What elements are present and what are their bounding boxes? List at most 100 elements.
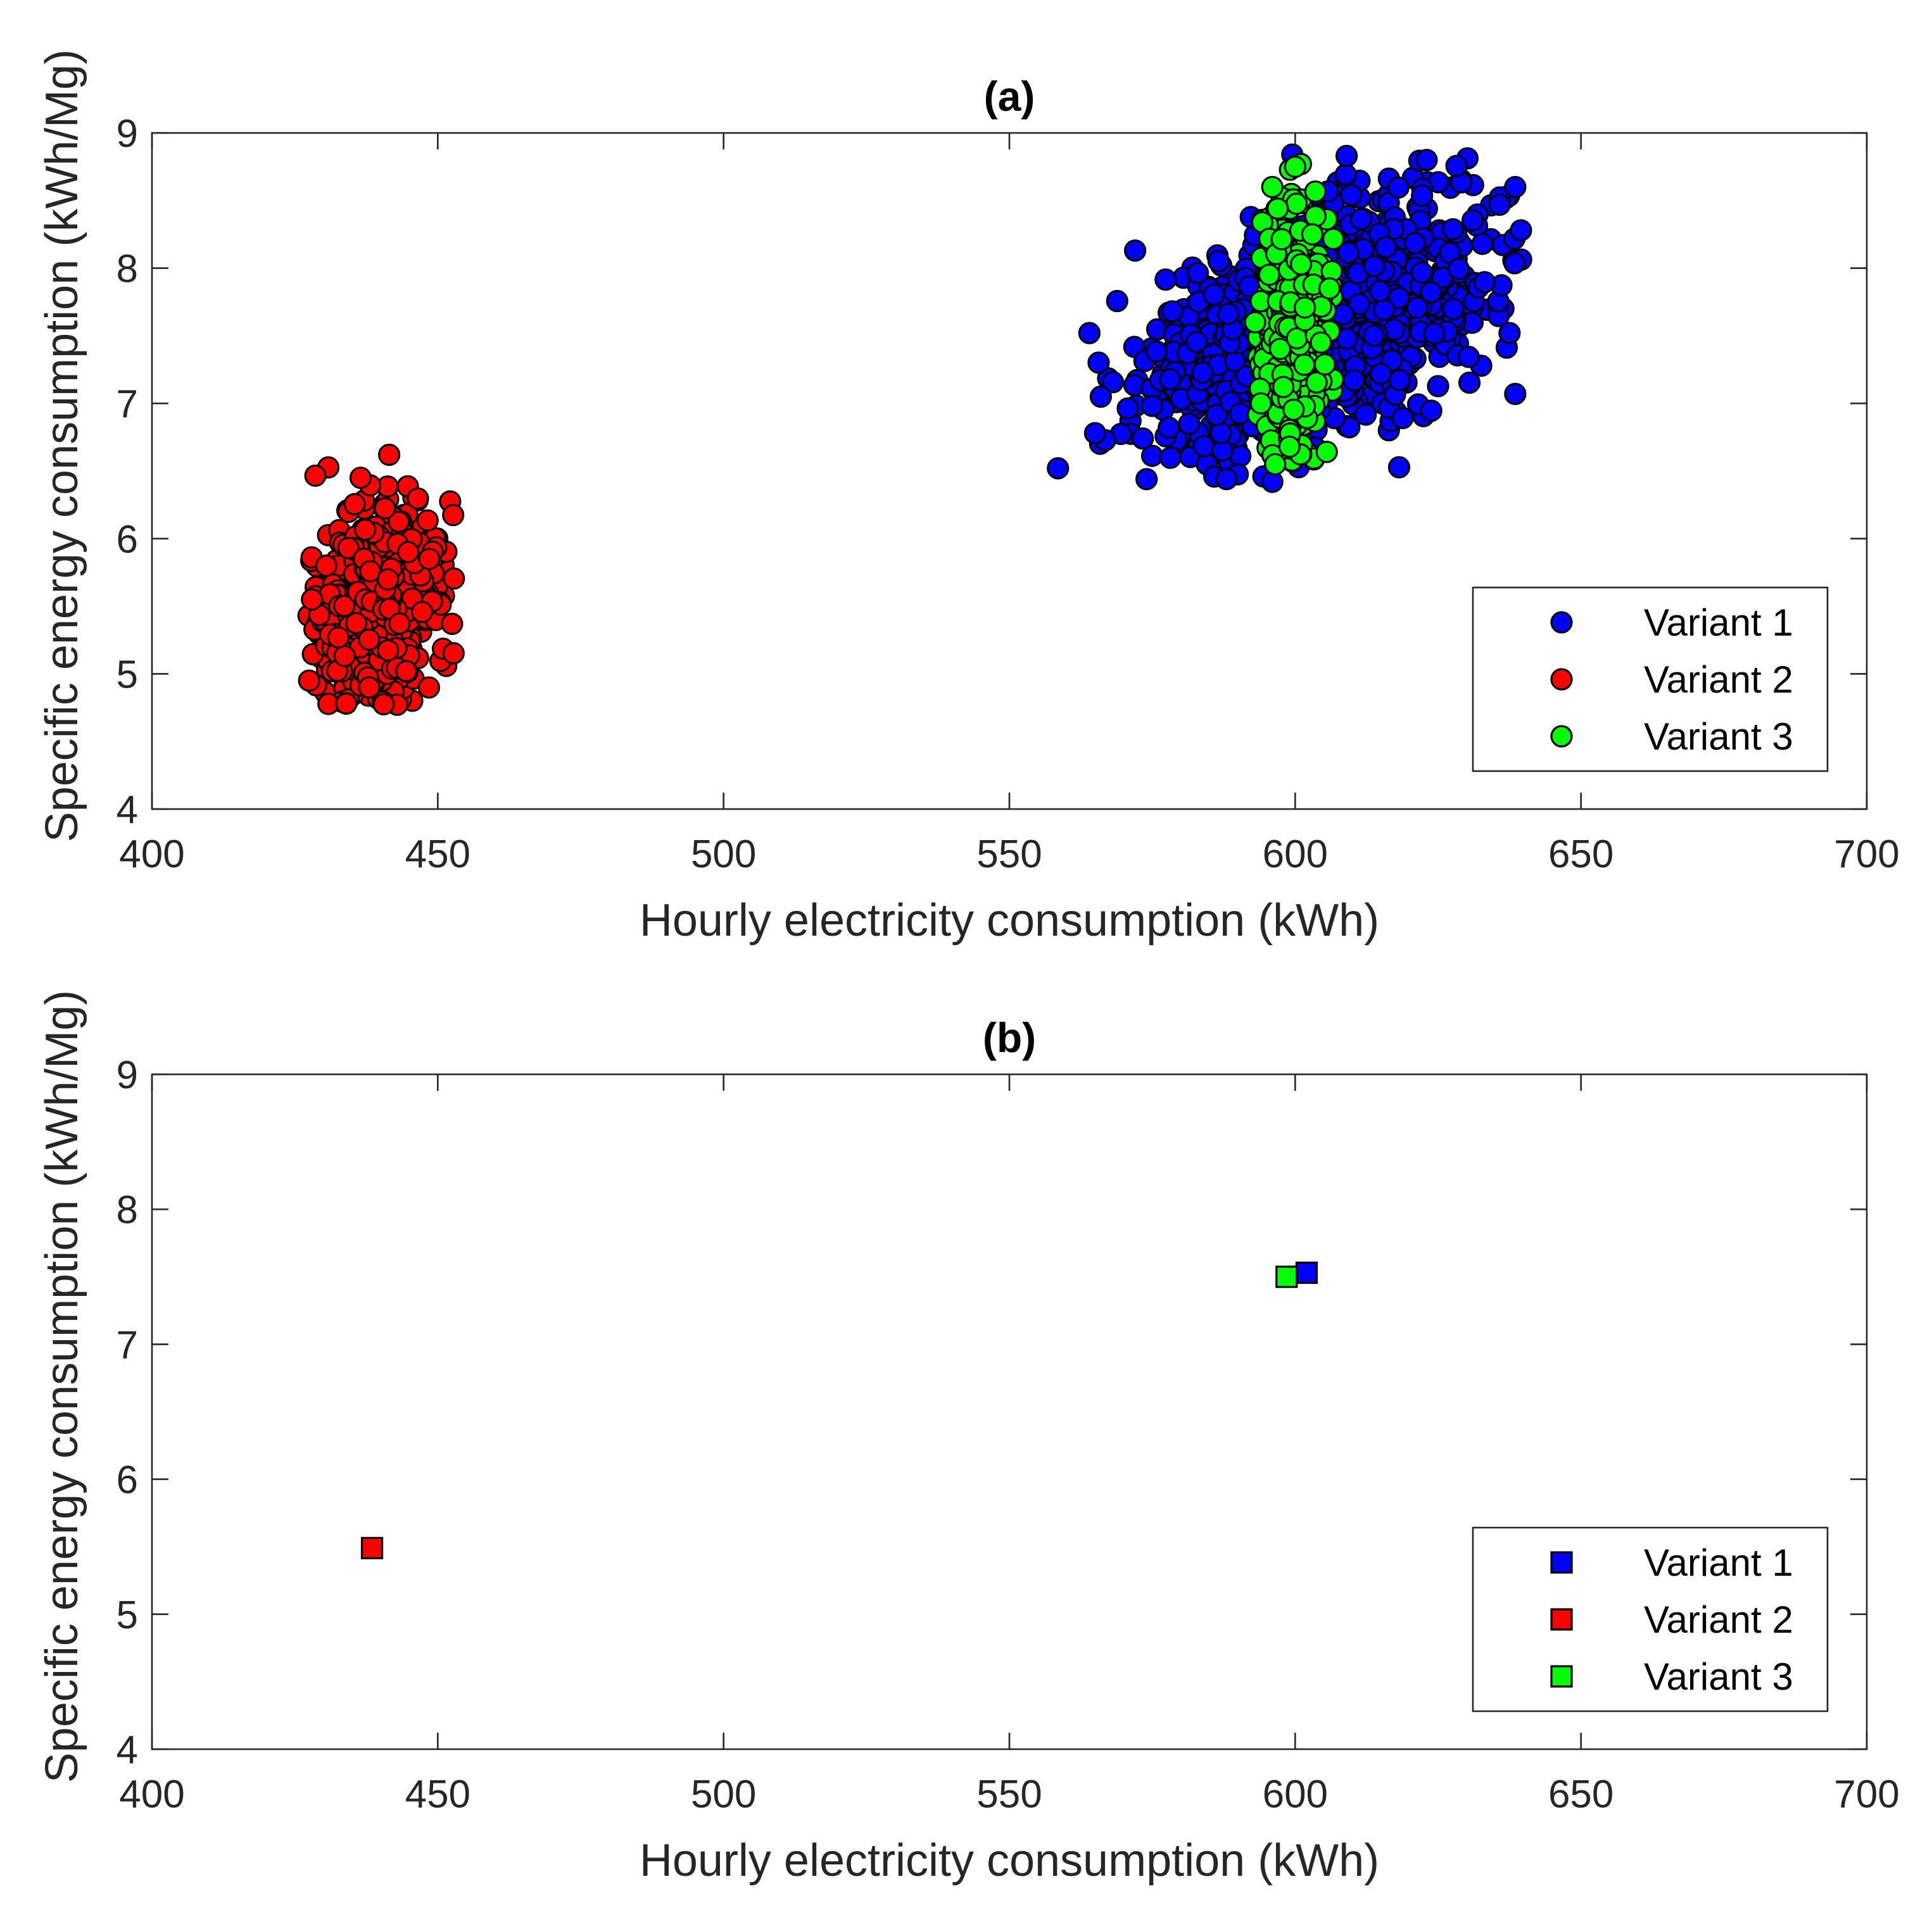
data-point: [1337, 241, 1360, 264]
y-tick-label: 7: [117, 1323, 138, 1367]
x-tick-label: 600: [1263, 832, 1328, 876]
legend-marker: [1550, 725, 1573, 748]
data-point: [1315, 441, 1338, 463]
data-point: [1203, 283, 1225, 306]
data-point: [1415, 149, 1438, 172]
data-point: [1305, 371, 1328, 394]
data-point: [1322, 227, 1345, 251]
data-point: [1261, 175, 1284, 199]
data-point: [1488, 193, 1511, 217]
data-point: [1457, 346, 1480, 368]
chart-title: (b): [983, 1014, 1036, 1061]
legend-marker: [1550, 1608, 1573, 1631]
y-tick-label: 6: [117, 1459, 138, 1502]
data-point: [1047, 457, 1070, 480]
data-point: [1293, 296, 1316, 319]
data-point: [1301, 223, 1324, 246]
panel-b: 400 450 500 550 600 650 700 4 5 6 7 8 9 (b) Hourly ele…: [37, 990, 1900, 1886]
data-point: [360, 1536, 384, 1559]
data-point: [1089, 385, 1113, 408]
data-point: [1078, 322, 1101, 344]
data-point: [1447, 258, 1470, 280]
data-point: [1354, 403, 1377, 426]
data-point: [441, 612, 464, 635]
data-point: [1461, 209, 1484, 232]
data-point: [1272, 375, 1295, 398]
y-tick-label: 9: [117, 112, 138, 156]
data-point: [443, 567, 465, 590]
data-point: [1471, 232, 1494, 255]
data-point: [1083, 422, 1107, 444]
markers: [297, 143, 1532, 716]
data-point: [1293, 353, 1316, 376]
x-tick-label: 650: [1548, 832, 1613, 876]
data-point: [1510, 219, 1532, 242]
x-axis-label: Hourly electricity consumption (kWh): [640, 1835, 1379, 1886]
data-point: [1304, 204, 1327, 228]
data-point: [1374, 236, 1398, 259]
x-tick-label: 700: [1834, 832, 1899, 876]
data-point: [1427, 375, 1449, 398]
x-tick-label: 450: [405, 1773, 470, 1816]
data-point: [1268, 337, 1292, 360]
legend-box: [1472, 586, 1829, 772]
data-point: [337, 537, 360, 560]
data-point: [1334, 163, 1357, 186]
data-point: [1191, 361, 1214, 384]
y-tick-label: 4: [117, 1728, 138, 1772]
data-point: [378, 443, 401, 466]
data-point: [418, 548, 441, 570]
y-tick-label: 5: [117, 653, 138, 696]
data-point: [335, 692, 358, 715]
legend-marker: [1550, 668, 1573, 691]
data-point: [1185, 330, 1208, 353]
x-tick-label: 400: [119, 1773, 184, 1816]
data-point: [1404, 232, 1427, 254]
data-point: [1278, 435, 1301, 458]
legend-label: Variant 1: [1644, 601, 1793, 644]
y-tick-label: 8: [117, 1188, 138, 1232]
data-point: [1363, 254, 1386, 277]
data-point: [1207, 249, 1230, 273]
legend-marker: [1550, 611, 1573, 634]
data-point: [1498, 322, 1521, 344]
data-point: [1335, 144, 1358, 167]
data-point: [416, 509, 439, 532]
data-point: [1473, 271, 1496, 294]
data-point: [377, 639, 400, 662]
data-point: [1340, 184, 1363, 206]
data-point: [1116, 397, 1139, 420]
legend-label: Variant 3: [1644, 1656, 1793, 1698]
data-point: [1348, 292, 1370, 316]
legend-box: [1472, 1526, 1829, 1712]
data-point: [1368, 280, 1391, 303]
data-point: [349, 467, 372, 489]
data-point: [1135, 468, 1158, 491]
data-point: [1388, 368, 1411, 391]
x-tick-label: 500: [691, 1773, 756, 1816]
y-tick-label: 4: [117, 788, 138, 832]
data-point: [1369, 362, 1392, 385]
data-point: [1310, 331, 1332, 354]
data-point: [1387, 176, 1410, 199]
y-tick-label: 6: [117, 518, 138, 562]
data-point: [1258, 263, 1280, 286]
data-point: [343, 493, 366, 515]
x-axis-label: Hourly electricity consumption (kWh): [640, 895, 1379, 946]
data-point: [1158, 416, 1180, 439]
y-tick-label: 9: [117, 1053, 138, 1097]
data-point: [345, 612, 368, 634]
series-variant-1: [1295, 1261, 1318, 1285]
data-point: [1101, 371, 1125, 394]
data-point: [315, 554, 338, 577]
data-point: [1458, 371, 1481, 394]
data-point: [1289, 253, 1313, 276]
data-point: [1349, 208, 1373, 230]
legend: Variant 1 Variant 2 Variant 3: [1472, 1526, 1829, 1712]
y-tick-label: 8: [117, 248, 138, 291]
data-point: [1420, 399, 1443, 422]
data-point: [442, 642, 465, 665]
data-point: [1285, 192, 1308, 215]
data-point: [1140, 394, 1163, 417]
data-point: [1264, 453, 1287, 475]
